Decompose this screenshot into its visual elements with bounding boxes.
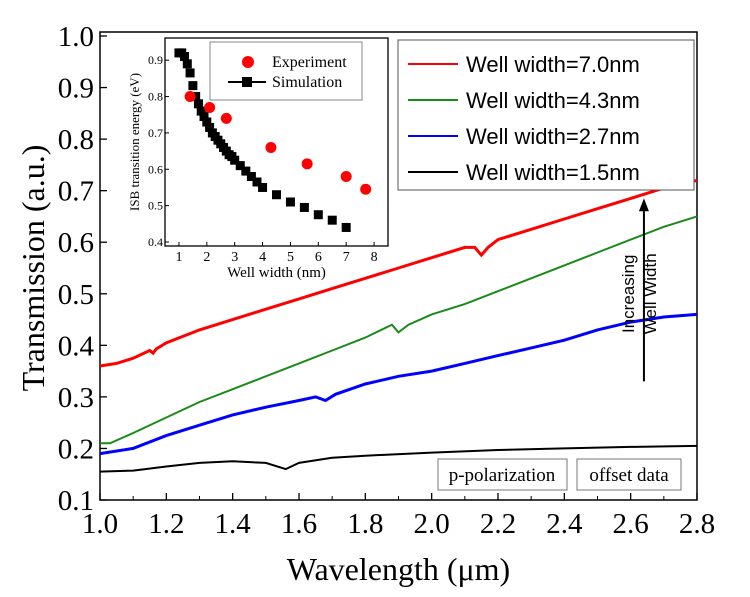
experiment-point (204, 101, 216, 113)
inset-x-tick-label: 8 (371, 250, 378, 265)
inset-x-tick-label: 5 (287, 250, 294, 265)
simulation-point (299, 202, 309, 212)
y-tick-label: 0.7 (58, 176, 94, 208)
y-tick-label: 1.0 (58, 21, 94, 53)
y-tick-label: 0.9 (58, 73, 94, 105)
simulation-point (327, 215, 337, 225)
inset-x-axis-label: Well width (nm) (227, 265, 326, 281)
x-axis-label: Wavelength (μm) (287, 551, 510, 587)
inset-y-tick-label: 0.7 (148, 126, 163, 140)
offset-data-label: offset data (589, 465, 669, 486)
simulation-point (180, 52, 190, 62)
experiment-point (340, 171, 352, 183)
inset-x-tick-label: 2 (203, 250, 210, 265)
annotation-increasing-line2: Well Width (641, 253, 660, 334)
inset-legend-experiment-label: Experiment (272, 54, 347, 71)
simulation-point (182, 59, 192, 69)
legend-label: Well width=2.7nm (466, 124, 640, 149)
y-tick-label: 0.3 (58, 382, 94, 414)
legend-label: Well width=4.3nm (466, 88, 640, 113)
p-polarization-box (437, 458, 568, 491)
experiment-point (184, 91, 196, 103)
simulation-point (185, 68, 195, 78)
simulation-point (341, 222, 351, 232)
experiment-point (360, 183, 372, 195)
simulation-point (191, 92, 201, 102)
inset-x-tick-label: 3 (231, 250, 238, 265)
inset-x-tick-label: 7 (343, 250, 350, 265)
annotation-increasing-line1: Increasing (619, 255, 638, 333)
simulation-point (193, 99, 203, 109)
inset-y-tick-label: 0.5 (148, 199, 163, 213)
simulation-point (258, 182, 268, 192)
simulation-point (199, 112, 209, 122)
y-tick-label: 0.5 (58, 279, 94, 311)
y-tick-label: 0.2 (58, 433, 94, 465)
x-tick-label: 2.8 (679, 508, 715, 540)
series-line-1 (100, 215, 698, 445)
x-tick-label: 2.2 (480, 508, 516, 540)
inset-x-tick-label: 6 (315, 250, 322, 265)
inset-legend-simulation-marker (242, 77, 252, 87)
inset-x-tick-label: 4 (259, 250, 266, 265)
x-tick-label: 1.0 (82, 508, 118, 540)
series-line-2 (99, 312, 698, 456)
inset-legend-simulation-label: Simulation (272, 74, 342, 91)
simulation-point (313, 210, 323, 220)
series-line-0 (99, 178, 698, 368)
x-tick-label: 1.6 (281, 508, 317, 540)
inset-y-tick-label: 0.6 (148, 162, 163, 176)
y-tick-label: 0.4 (58, 330, 95, 362)
simulation-point (285, 197, 295, 207)
experiment-point (301, 158, 313, 170)
y-tick-label: 0.8 (58, 124, 94, 156)
inset-x-tick-label: 1 (175, 250, 182, 265)
simulation-point (241, 166, 251, 176)
simulation-point (252, 177, 262, 187)
simulation-point (202, 117, 212, 127)
inset-y-axis-label: ISB transition energy (eV) (127, 73, 142, 211)
inset-y-tick-label: 0.9 (148, 53, 163, 67)
x-tick-label: 1.4 (215, 508, 252, 540)
x-tick-label: 2.4 (546, 508, 583, 540)
simulation-point (272, 190, 281, 200)
inset-legend-box (209, 41, 363, 101)
simulation-point (235, 161, 245, 171)
x-tick-label: 2.0 (414, 508, 450, 540)
inset-legend-experiment-marker (242, 56, 254, 68)
x-tick-label: 1.2 (148, 508, 184, 540)
simulation-point (188, 81, 198, 91)
simulation-point (205, 122, 215, 132)
legend-label: Well width=1.5nm (466, 160, 640, 185)
inset-y-tick-label: 0.8 (148, 90, 163, 104)
y-axis-label: Transmission (a.u.) (15, 145, 51, 392)
offset-data-box (576, 458, 682, 491)
simulation-point (196, 106, 206, 116)
y-tick-label: 0.6 (58, 227, 94, 259)
experiment-point (220, 112, 232, 124)
x-tick-label: 1.8 (347, 508, 383, 540)
inset-y-tick-label: 0.4 (148, 235, 163, 249)
experiment-point (265, 141, 277, 153)
simulation-point (246, 172, 256, 182)
series-line-3 (99, 444, 698, 473)
legend-label: Well width=7.0nm (466, 52, 640, 77)
simulation-point (230, 155, 240, 165)
x-tick-label: 2.6 (613, 508, 649, 540)
y-tick-label: 0.1 (58, 485, 94, 517)
arrow-head-icon (638, 198, 649, 212)
p-polarization-label: p-polarization (449, 465, 556, 486)
